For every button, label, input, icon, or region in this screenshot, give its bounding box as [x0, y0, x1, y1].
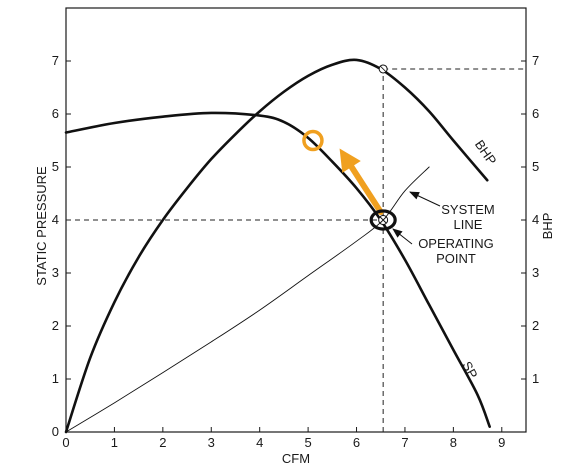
y-left-tick-label: 6	[52, 106, 59, 121]
reference-lines	[66, 68, 526, 432]
system-line-label-1: SYSTEM	[441, 202, 494, 217]
y-left-tick-label: 0	[52, 424, 59, 439]
y-left-tick-label: 3	[52, 265, 59, 280]
y-right-tick-label: 2	[532, 318, 539, 333]
x-tick-label: 7	[401, 435, 408, 450]
highlight-arrow-shaft	[348, 163, 384, 216]
x-tick-label: 9	[498, 435, 505, 450]
y-left-tick-label: 2	[52, 318, 59, 333]
x-tick-label: 5	[304, 435, 311, 450]
series-system-line	[65, 166, 430, 433]
y-right-tick-label: 7	[532, 53, 539, 68]
x-axis-label: CFM	[282, 451, 310, 466]
x-tick-label: 6	[353, 435, 360, 450]
series-bhp	[64, 58, 489, 434]
y-right-tick-label: 3	[532, 265, 539, 280]
y-axis-label-left: STATIC PRESSURE	[34, 166, 49, 286]
x-tick-label: 1	[111, 435, 118, 450]
axis-ticks: 0 1 2 3 4 5 6 7 8 9 0 1 2 3 4 5 6 7 1 2 3 4 5 6 7	[52, 53, 539, 450]
y-left-tick-label: 1	[52, 371, 59, 386]
new-operating-point-ring	[302, 129, 324, 152]
y-right-tick-label: 4	[532, 212, 539, 227]
system-line-label-2: LINE	[454, 217, 483, 232]
y-right-tick-label: 1	[532, 371, 539, 386]
y-right-tick-label: 6	[532, 106, 539, 121]
sp-curve-label: SP	[459, 359, 480, 381]
bhp-curve-label: BHP	[472, 137, 500, 168]
curves	[64, 58, 491, 434]
markers	[302, 64, 397, 231]
y-left-tick-label: 5	[52, 159, 59, 174]
x-tick-label: 4	[256, 435, 263, 450]
y-right-tick-label: 5	[532, 159, 539, 174]
operating-point-pointer	[392, 228, 413, 245]
x-tick-label: 0	[62, 435, 69, 450]
operating-point-x	[379, 216, 387, 224]
x-tick-label: 8	[450, 435, 457, 450]
y-axis-label-right: BHP	[540, 213, 555, 240]
operating-point-ring	[369, 209, 397, 231]
operating-point-label-2: POINT	[436, 251, 476, 266]
series-sp	[64, 111, 491, 428]
x-tick-label: 3	[208, 435, 215, 450]
operating-point-label-1: OPERATING	[418, 236, 494, 251]
x-tick-label: 2	[159, 435, 166, 450]
y-left-tick-label: 4	[52, 212, 59, 227]
highlight-arrow-head	[339, 148, 361, 173]
system-line-pointer	[409, 191, 441, 207]
bhp-operating-marker-slash	[380, 66, 386, 72]
y-left-tick-label: 7	[52, 53, 59, 68]
